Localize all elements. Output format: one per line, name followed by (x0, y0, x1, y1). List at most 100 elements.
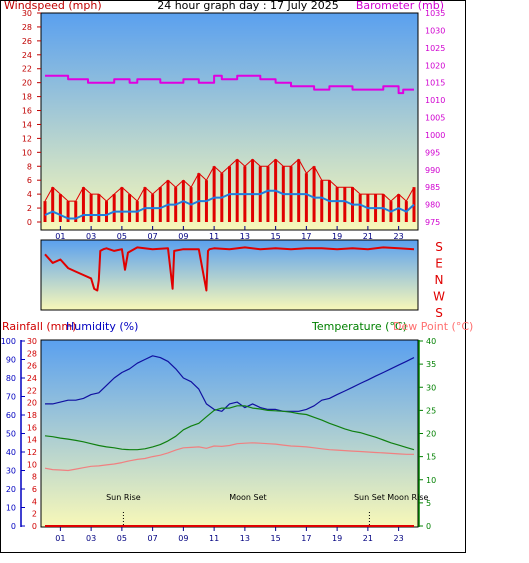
x-tick-label: 15 (271, 534, 281, 543)
temperature-tick-label: 5 (426, 499, 431, 508)
x-tick-label: 13 (240, 534, 250, 543)
barometer-tick-label: 1030 (425, 26, 445, 35)
temperature-plot-area (40, 339, 419, 528)
rainfall-tick-label: 24 (27, 374, 37, 383)
direction-label: N (435, 273, 444, 287)
astronomy-annotations: Sun Rise Moon Set Sun Set Moon Rise (106, 493, 429, 526)
humidity-axis-label: Humidity (%) (66, 320, 138, 333)
rainfall-tick-label: 10 (27, 460, 37, 469)
windspeed-tick-label: 18 (22, 93, 32, 102)
barometer-tick-label: 975 (425, 218, 440, 227)
windspeed-tick-label: 26 (22, 37, 32, 46)
x-tick-label: 07 (148, 232, 158, 241)
direction-plot-area (40, 239, 419, 311)
average-wind-line (44, 189, 415, 220)
temperature-tick-label: 25 (426, 406, 436, 415)
direction-label: S (435, 306, 443, 320)
x-tick-label: 23 (394, 534, 404, 543)
temperature-tick-labels: 0 5 10 15 20 25 30 35 40 (419, 337, 436, 531)
humidity-line (45, 355, 415, 412)
windspeed-tick-label: 28 (22, 23, 32, 32)
barometer-tick-label: 1015 (425, 79, 445, 88)
x-tick-label: 05 (117, 232, 127, 241)
x-tick-label: 09 (178, 232, 188, 241)
astronomy-label: Sun Set (354, 493, 385, 502)
direction-label: W (433, 290, 445, 304)
barometer-line (45, 74, 414, 95)
windspeed-axis-label: Windspeed (mph) (4, 0, 102, 12)
x-tick-label: 11 (209, 534, 219, 543)
rainfall-tick-label: 14 (27, 436, 37, 445)
temperature-tick-label: 20 (426, 430, 436, 439)
astronomy-label: Moon Rise (387, 493, 428, 502)
x-tick-labels: 01 03 05 07 09 11 13 15 17 19 21 23 (55, 527, 404, 543)
x-tick-label: 11 (209, 232, 219, 241)
humidity-tick-label: 80 (6, 374, 16, 383)
windspeed-tick-label: 0 (27, 218, 32, 227)
direction-line (44, 246, 415, 292)
humidity-tick-label: 50 (6, 430, 16, 439)
temperature-line (44, 405, 415, 451)
windspeed-tick-label: 6 (27, 176, 32, 185)
windspeed-tick-label: 8 (27, 162, 32, 171)
rainfall-tick-label: 16 (27, 423, 37, 432)
rainfall-tick-label: 6 (32, 485, 37, 494)
rainfall-tick-label: 4 (32, 497, 37, 506)
windspeed-tick-label: 22 (22, 65, 32, 74)
windspeed-tick-label: 12 (22, 134, 32, 143)
humidity-tick-label: 0 (11, 522, 16, 531)
rainfall-tick-label: 30 (27, 337, 37, 346)
direction-label: E (435, 257, 443, 271)
windspeed-tick-label: 14 (22, 120, 32, 129)
humidity-tick-label: 90 (6, 356, 16, 365)
x-tick-label: 05 (117, 534, 127, 543)
temperature-tick-label: 10 (426, 476, 436, 485)
x-tick-label: 01 (55, 534, 65, 543)
x-tick-label: 07 (148, 534, 158, 543)
temperature-tick-label: 30 (426, 383, 436, 392)
rainfall-axis-label: Rainfall (mm) (2, 320, 76, 333)
barometer-tick-label: 995 (425, 148, 440, 157)
windspeed-tick-label: 2 (27, 204, 32, 213)
rainfall-tick-label: 8 (32, 473, 37, 482)
humidity-tick-label: 10 (6, 504, 16, 513)
dew-point-line (44, 442, 414, 472)
barometer-tick-label: 1035 (425, 9, 445, 18)
dewpoint-axis-label: Dew Point (°C) (393, 320, 473, 333)
wind-barometer-panel: 24 hour graph day : 17 July 2025 Windspe… (4, 0, 445, 241)
rainfall-tick-label: 28 (27, 349, 37, 358)
x-tick-label: 03 (86, 232, 96, 241)
barometer-tick-label: 1010 (425, 96, 445, 105)
barometer-tick-label: 985 (425, 183, 440, 192)
temperature-lines (44, 355, 415, 527)
direction-line (44, 246, 415, 292)
x-tick-label: 03 (86, 534, 96, 543)
gust-line (44, 158, 415, 202)
x-tick-labels: 01 03 05 07 09 11 13 15 17 19 21 23 (55, 226, 404, 241)
x-tick-label: 13 (240, 232, 250, 241)
x-tick-label: 15 (271, 232, 281, 241)
temperature-panel: Rainfall (mm) Humidity (%) Temperature (… (1, 320, 474, 543)
barometer-tick-label: 1025 (425, 44, 445, 53)
x-tick-label: 19 (332, 534, 342, 543)
windspeed-tick-label: 4 (27, 190, 32, 199)
barometer-axis-label: Barometer (mb) (356, 0, 444, 12)
wind-lines (44, 74, 415, 220)
rainfall-tick-label: 26 (27, 362, 37, 371)
humidity-tick-label: 60 (6, 411, 16, 420)
astronomy-label: Sun Rise (106, 493, 141, 502)
windspeed-tick-label: 16 (22, 107, 32, 116)
chart-title: 24 hour graph day : 17 July 2025 (157, 0, 339, 12)
rainfall-tick-label: 22 (27, 386, 37, 395)
temperature-axis-label: Temperature (°C) (311, 320, 407, 333)
temperature-tick-label: 0 (426, 522, 431, 531)
rainfall-tick-label: 2 (32, 510, 37, 519)
x-tick-label: 21 (363, 232, 373, 241)
temperature-tick-label: 35 (426, 360, 436, 369)
x-tick-label: 17 (301, 232, 311, 241)
